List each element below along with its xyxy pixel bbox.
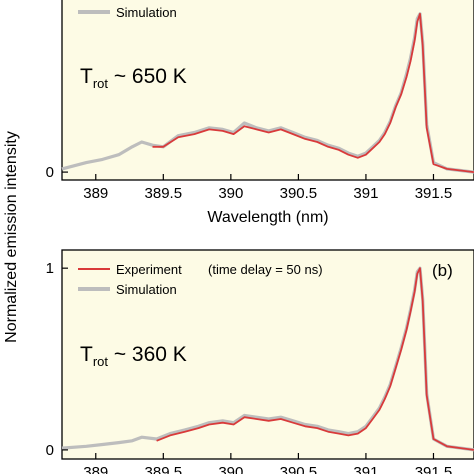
panel-b-temp-value: ~ 360 K (108, 343, 187, 366)
panel-a-temperature-annotation: Trot ~ 650 K (80, 65, 187, 91)
panel-b-label: (b) (432, 261, 453, 280)
legend-simulation-label: Simulation (116, 282, 177, 297)
panel-b-experiment-line (156, 267, 474, 451)
panel-b-ticks-layer: 389 389.5 390 390.5 391 391.5 0 1 (46, 260, 453, 474)
panel-a-ticks-layer: 389 389.5 390 390.5 391 391.5 0 (46, 164, 453, 202)
x-tick-label: 391.5 (415, 185, 453, 202)
panel-b-temperature-annotation: Trot ~ 360 K (80, 343, 187, 369)
panel-b: 389 389.5 390 390.5 391 391.5 0 1 Experiment Si… (46, 249, 474, 474)
x-tick-label: 391 (353, 185, 378, 202)
x-tick-label: 391 (353, 464, 378, 474)
panel-a-plot-area (61, 0, 474, 181)
panel-a-temp-prefix: T (80, 65, 93, 88)
x-tick-label: 390 (218, 185, 243, 202)
panel-a-temp-value: ~ 650 K (108, 65, 187, 88)
panel-a-temp-subscript: rot (93, 76, 109, 91)
panel-a-xlabel: Wavelength (nm) (207, 209, 328, 226)
panel-a-series-layer (61, 12, 474, 174)
panel-a-experiment-line (152, 12, 474, 173)
panel-b-series-layer (61, 266, 474, 452)
panel-b-legend: Experiment Simulation (time delay = 50 n… (78, 262, 323, 297)
legend-experiment-label: Experiment (116, 262, 182, 277)
panel-b-temp-prefix: T (80, 343, 93, 366)
panel-b-plot-area (61, 249, 474, 460)
y-tick-label: 1 (46, 260, 54, 277)
y-tick-label: 0 (46, 164, 54, 181)
x-tick-label: 391.5 (415, 464, 453, 474)
x-tick-label: 389.5 (145, 185, 183, 202)
x-tick-label: 389.5 (145, 464, 183, 474)
x-tick-label: 390.5 (280, 185, 318, 202)
x-tick-label: 389 (83, 185, 108, 202)
legend-simulation-label: Simulation (116, 5, 177, 20)
panel-a: 389 389.5 390 390.5 391 391.5 0 Simulation Tro… (46, 0, 474, 226)
x-tick-label: 389 (83, 464, 108, 474)
panel-a-legend: Simulation (78, 5, 177, 20)
y-axis-label: Normalized emission intensity (3, 131, 20, 343)
panel-b-temp-subscript: rot (93, 354, 109, 369)
x-tick-label: 390 (218, 464, 243, 474)
x-tick-label: 390.5 (280, 464, 318, 474)
y-tick-label: 0 (46, 442, 54, 459)
legend-time-delay-note: (time delay = 50 ns) (208, 262, 323, 277)
